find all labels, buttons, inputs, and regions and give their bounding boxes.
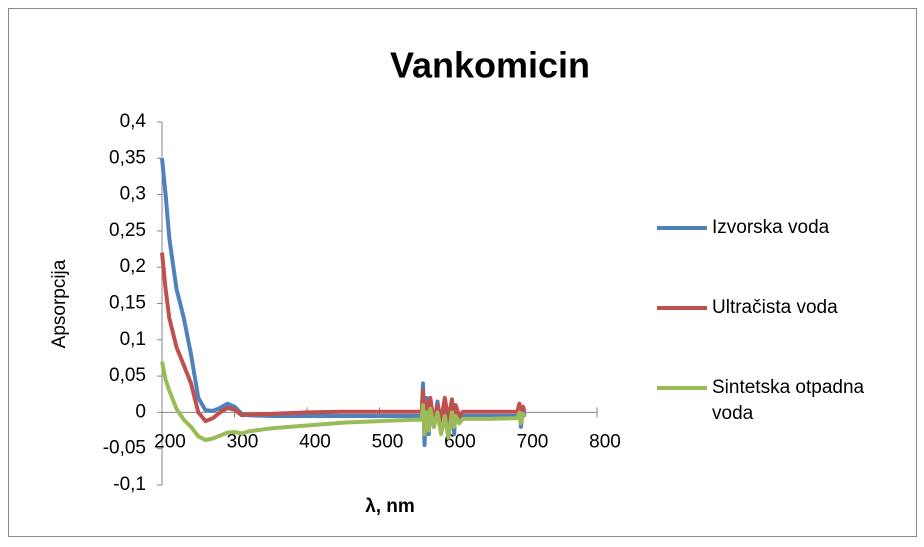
y-tick-label: -0,1 (113, 474, 146, 495)
series-line (160, 158, 527, 448)
y-tick-label: -0,05 (103, 438, 146, 459)
legend-label: Ultračista voda (712, 297, 838, 318)
y-tick-label: 0,3 (120, 184, 146, 205)
x-tick-label: 400 (299, 431, 331, 452)
y-tick-label: 0,25 (109, 220, 146, 241)
y-tick-label: 0,2 (120, 256, 146, 277)
legend-label: Izvorska voda (712, 217, 830, 238)
x-tick-label: 300 (227, 431, 259, 452)
y-axis-label: Apsorpcija (49, 259, 70, 348)
y-tick-label: 0 (135, 401, 146, 422)
y-tick-label: 0,05 (109, 365, 146, 386)
y-tick-label: 0,15 (109, 293, 146, 314)
x-tick-label: 700 (517, 431, 549, 452)
series-line (160, 252, 527, 429)
y-tick-label: 0,35 (109, 147, 146, 168)
x-tick-label: 500 (372, 431, 404, 452)
series-line (160, 361, 527, 442)
x-tick-label: 800 (589, 431, 621, 452)
x-tick-label: 600 (444, 431, 476, 452)
y-tick-label: 0,1 (120, 329, 146, 350)
x-tick-label: 200 (154, 431, 186, 452)
legend-label: Sintetska otpadna voda (712, 377, 865, 424)
x-axis-label: λ, nm (365, 496, 415, 517)
chart-title: Vankomicin (390, 45, 590, 86)
y-tick-label: 0,4 (120, 111, 147, 132)
